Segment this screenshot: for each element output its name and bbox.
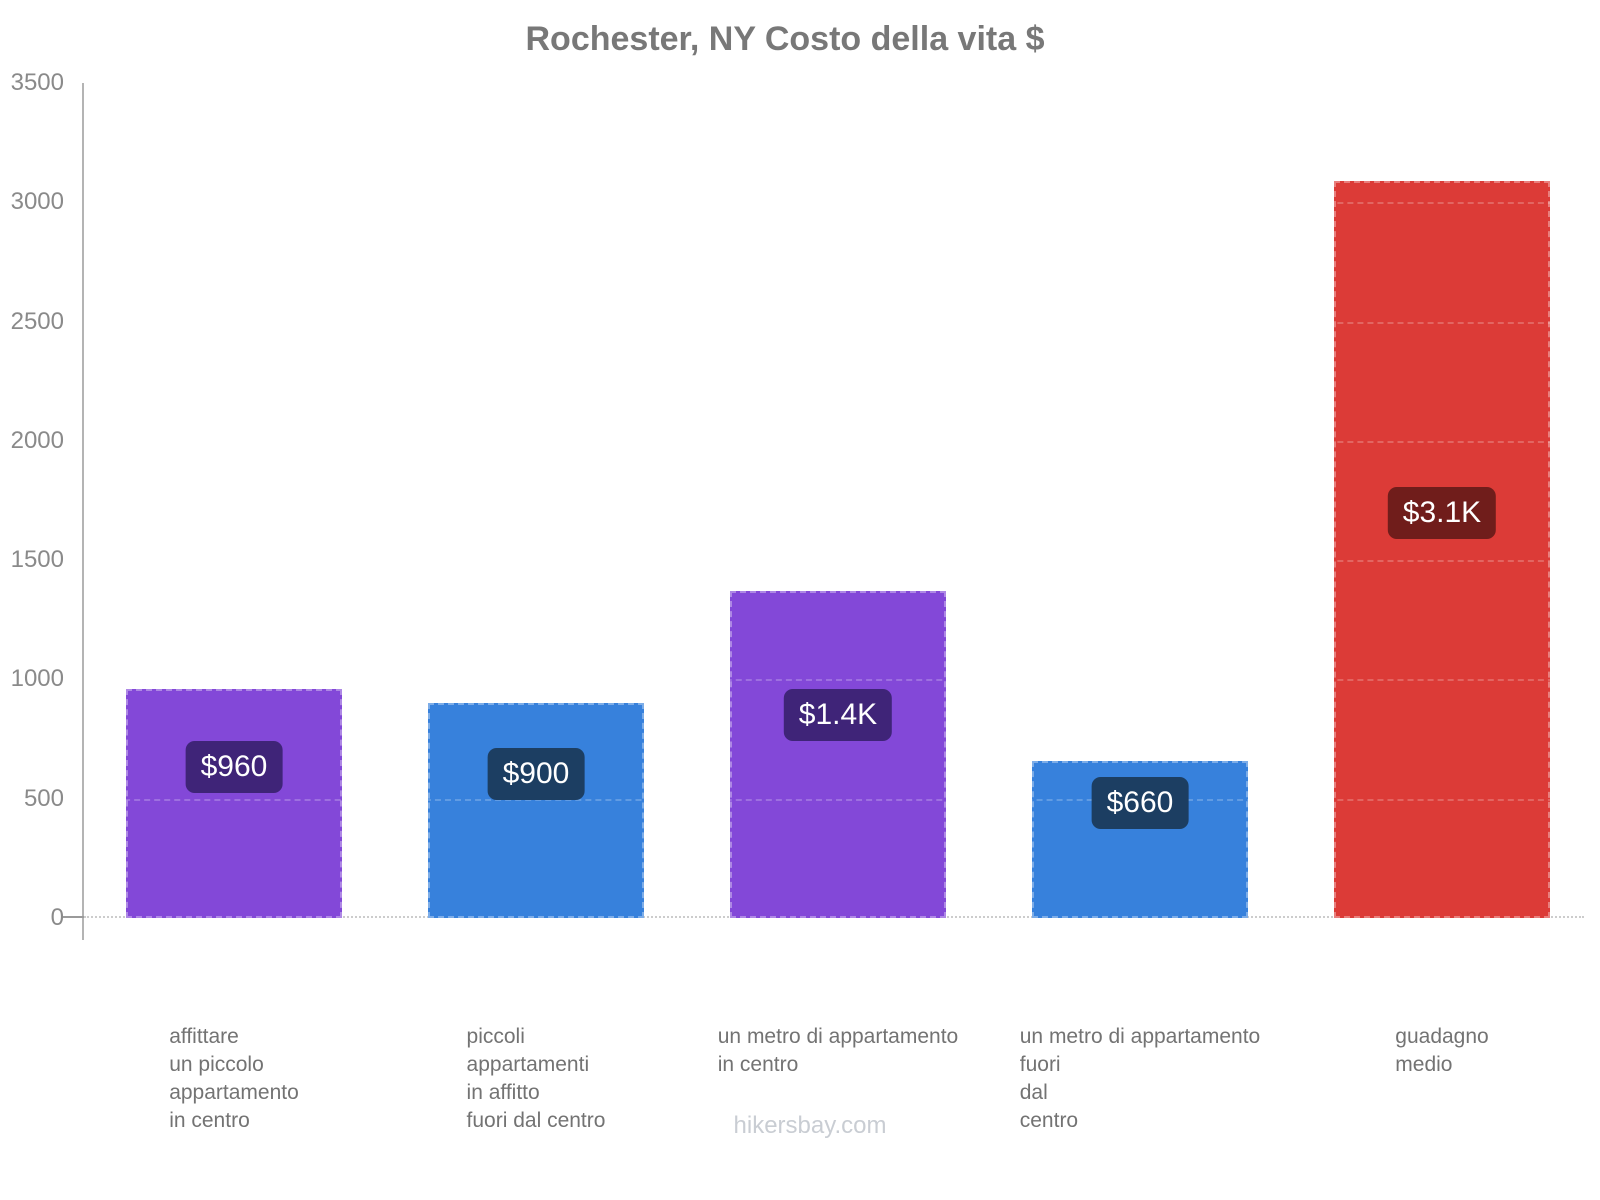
y-axis-tick-label: 1500 [10, 546, 64, 574]
value-badge: $960 [185, 740, 283, 793]
zero-tick-mark [61, 916, 84, 918]
x-axis-category-text: affittare un piccolo appartamento in centro [169, 1025, 299, 1132]
chart-title: Rochester, NY Costo della vita $ [525, 20, 1045, 58]
value-badge: $1.4K [783, 689, 893, 742]
gridline [84, 679, 1584, 682]
bar [126, 688, 342, 918]
y-axis-tick-label: 2500 [10, 307, 64, 335]
value-badge: $900 [487, 748, 585, 801]
y-axis-tick-label: 0 [50, 904, 64, 931]
x-axis-category-label: un metro di appartamento in centro [668, 1023, 1008, 1079]
gridline [84, 440, 1584, 443]
y-axis-tick-label: 500 [23, 784, 64, 812]
y-axis-tick-label: 1000 [10, 665, 64, 693]
value-badge: $3.1K [1387, 486, 1497, 539]
bar [428, 703, 644, 918]
gridline [84, 321, 1584, 324]
site-watermark: hikersbay.com [733, 1112, 887, 1139]
x-axis-category-label: un metro di appartamento fuori dal centro [970, 1023, 1310, 1135]
x-axis-category-text: un metro di appartamento fuori dal centro [1019, 1025, 1261, 1132]
x-axis-category-text: un metro di appartamento in centro [717, 1025, 959, 1076]
value-badge: $660 [1091, 777, 1189, 830]
gridline [84, 798, 1584, 801]
x-axis-category-text: piccoli appartamenti in affitto fuori dal c… [466, 1025, 606, 1132]
gridline [84, 560, 1584, 563]
y-axis-tick-label: 2000 [10, 426, 64, 454]
gridline [84, 202, 1584, 205]
x-axis-category-label: guadagno medio [1272, 1023, 1600, 1079]
x-axis-category-label: piccoli appartamenti in affitto fuori dal c… [366, 1023, 706, 1135]
x-axis-category-text: guadagno medio [1395, 1025, 1489, 1076]
x-axis-category-label: affittare un piccolo appartamento in centro [64, 1023, 404, 1135]
y-axis-tick-label: 3000 [10, 188, 64, 216]
y-axis-line [82, 83, 84, 940]
y-axis-tick-label: 3500 [10, 69, 64, 96]
bar [730, 591, 946, 918]
plot-area: $960 affittare un piccolo appartamento in ce… [61, 83, 1584, 1132]
bar [1334, 180, 1550, 918]
